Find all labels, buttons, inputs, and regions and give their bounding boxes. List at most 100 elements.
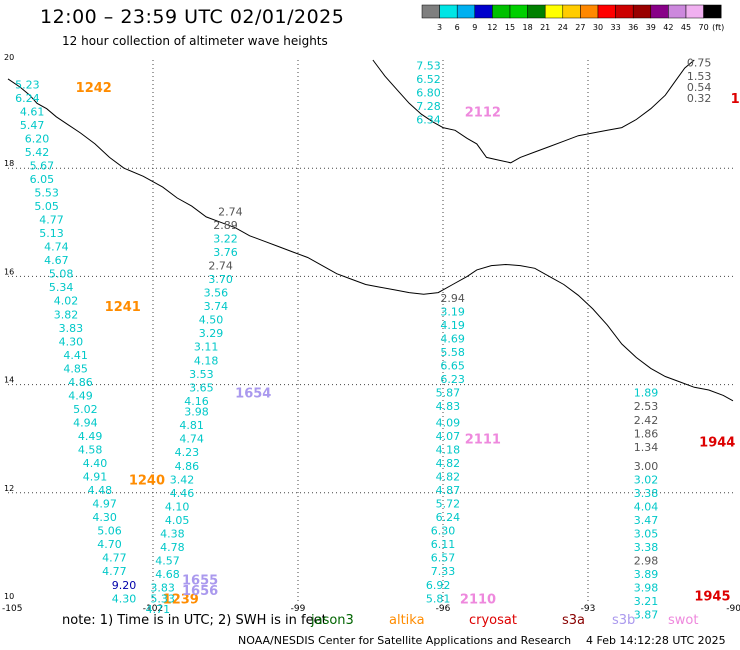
- colorbar-swatch: [703, 4, 722, 19]
- colorbar-swatch: [421, 4, 440, 19]
- swh-value: 4.19: [440, 319, 465, 332]
- swh-value: 4.78: [160, 541, 185, 554]
- colorbar-swatch: [668, 4, 687, 19]
- x-tick-label: -93: [581, 604, 596, 614]
- swh-value: 3.98: [184, 406, 209, 419]
- swh-value: 6.57: [431, 552, 456, 565]
- swh-value: 4.86: [175, 460, 200, 473]
- swh-value: 3.83: [59, 322, 84, 335]
- note-text: note: 1) Time is in UTC; 2) SWH is in fe…: [62, 613, 327, 628]
- x-tick-label: -102: [143, 604, 163, 614]
- chart-subtitle: 12 hour collection of altimeter wave hei…: [62, 34, 328, 48]
- pass-time-label: 1241: [105, 300, 141, 315]
- x-tick-label: -99: [291, 604, 306, 614]
- swh-value: 4.18: [194, 354, 219, 367]
- swh-value: 4.81: [179, 419, 204, 432]
- colorbar-swatch: [527, 4, 546, 19]
- swh-value: 6.34: [416, 114, 441, 127]
- swh-value: 4.58: [78, 444, 103, 457]
- swh-value: 2.74: [218, 205, 243, 218]
- swh-value: 4.09: [436, 416, 461, 429]
- swh-value: 4.97: [92, 498, 117, 511]
- swh-value: 4.61: [20, 105, 45, 118]
- swh-value: 6.65: [440, 360, 465, 373]
- swh-value: 1.89: [634, 387, 659, 400]
- pass-time-label: 1944: [699, 435, 735, 450]
- swh-value: 4.67: [44, 254, 69, 267]
- swh-value: 3.82: [54, 308, 79, 321]
- swh-value: 5.33: [150, 592, 175, 605]
- colorbar-swatch: [562, 4, 581, 19]
- swh-value: 2.42: [634, 414, 659, 427]
- swh-value: 3.11: [194, 341, 219, 354]
- colorbar-label: 70: [699, 23, 709, 32]
- colorbar-swatch: [632, 4, 652, 19]
- colorbar-swatch: [509, 4, 528, 19]
- colorbar-label: 9: [472, 23, 477, 32]
- swh-value: 3.38: [634, 487, 659, 500]
- swh-value: 4.49: [78, 430, 103, 443]
- swh-value: 5.81: [426, 592, 451, 605]
- swh-value: 4.04: [634, 500, 659, 513]
- swh-value: 4.40: [83, 457, 108, 470]
- swh-value: 5.67: [30, 159, 55, 172]
- legend-altika: altika: [389, 613, 425, 628]
- swh-value: 5.05: [34, 200, 59, 213]
- swh-value: 3.74: [204, 300, 229, 313]
- colorbar-label: 6: [455, 23, 460, 32]
- swh-value: 1.53: [687, 70, 712, 83]
- y-tick-label: 10: [4, 592, 14, 601]
- swh-value: 3.89: [634, 568, 659, 581]
- colorbar-label: 21: [540, 23, 550, 32]
- swh-value: 3.87: [634, 609, 659, 622]
- swh-value: 6.80: [416, 86, 441, 99]
- swh-value: 4.30: [112, 592, 137, 605]
- pass-time-label: 1240: [129, 473, 165, 488]
- swh-value: 5.53: [34, 187, 59, 200]
- swh-value: 3.70: [208, 273, 233, 286]
- coastline: [7, 78, 734, 402]
- y-tick-label: 14: [4, 376, 14, 385]
- colorbar-label: 12: [487, 23, 497, 32]
- swh-value: 4.82: [436, 471, 461, 484]
- swh-value: 3.22: [213, 233, 238, 246]
- pass-time-label: 1655: [182, 573, 218, 588]
- swh-value: 4.18: [436, 444, 461, 457]
- swh-value: 4.74: [179, 433, 204, 446]
- swh-value: 4.49: [68, 389, 93, 402]
- colorbar-swatch: [439, 4, 458, 19]
- swh-value: 7.33: [431, 565, 456, 578]
- swh-value: 5.58: [440, 346, 465, 359]
- colorbar-label: 39: [646, 23, 656, 32]
- y-tick-label: 16: [4, 267, 14, 276]
- swh-value: 6.24: [15, 92, 40, 105]
- swh-value: 4.41: [63, 349, 88, 362]
- swh-value: 4.38: [160, 527, 185, 540]
- colorbar-unit: (ft): [712, 23, 724, 32]
- colorbar-label: 30: [593, 23, 603, 32]
- swh-value: 2.98: [634, 554, 659, 567]
- swh-value: 4.05: [165, 514, 190, 527]
- swh-value: 2.74: [208, 260, 233, 273]
- colorbar-swatch: [685, 4, 704, 19]
- swh-value: 3.47: [634, 514, 659, 527]
- swh-value: 4.02: [54, 295, 79, 308]
- swh-value: 3.83: [150, 581, 175, 594]
- swh-value: 6.20: [25, 132, 50, 145]
- swh-value: 3.56: [204, 287, 229, 300]
- swh-value: 0.54: [687, 81, 712, 94]
- pass-time-label: 2111: [465, 433, 501, 448]
- swh-value: 6.30: [431, 525, 456, 538]
- colorbar-label: 15: [505, 23, 515, 32]
- swh-value: 4.77: [39, 214, 64, 227]
- coastline: [372, 59, 695, 164]
- swh-value: 5.06: [97, 525, 122, 538]
- swh-value: 2.89: [213, 219, 238, 232]
- colorbar-label: 45: [681, 23, 691, 32]
- swh-value: 4.30: [92, 511, 117, 524]
- legend-jason3: jason3: [311, 613, 354, 628]
- swh-value: 3.42: [170, 473, 195, 486]
- swh-value: 5.13: [39, 227, 64, 240]
